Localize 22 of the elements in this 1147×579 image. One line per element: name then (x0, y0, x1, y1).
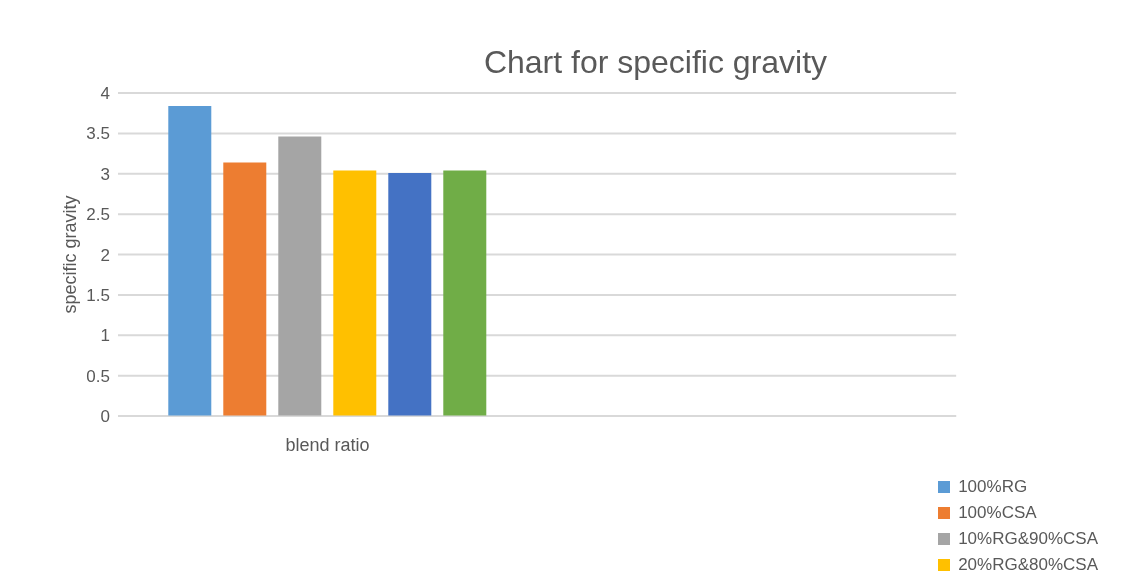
bar (443, 170, 487, 416)
x-tick-label: blend ratio (285, 434, 370, 455)
legend-label: 100%RG (958, 477, 1028, 497)
y-tick-label: 3 (100, 164, 110, 184)
y-axis-title: specific gravity (60, 195, 81, 314)
y-tick-label: 3.5 (86, 124, 110, 144)
y-tick-label: 0.5 (86, 366, 110, 386)
bar (168, 105, 212, 416)
y-tick-label: 1 (100, 326, 110, 346)
legend-label: 20%RG&80%CSA (958, 555, 1098, 575)
y-tick-label: 0 (100, 407, 110, 427)
bar (333, 170, 377, 416)
y-tick-label: 2 (100, 245, 110, 265)
legend-label: 10%RG&90%CSA (958, 529, 1098, 549)
bar (278, 136, 322, 416)
bar (223, 162, 267, 416)
y-tick-label: 2.5 (86, 205, 110, 225)
bar (388, 172, 432, 416)
chart-title: Chart for specific gravity (482, 44, 829, 81)
legend-label: 100%CSA (958, 503, 1037, 523)
y-tick-label: 4 (100, 84, 110, 104)
y-tick-label: 1.5 (86, 285, 110, 305)
